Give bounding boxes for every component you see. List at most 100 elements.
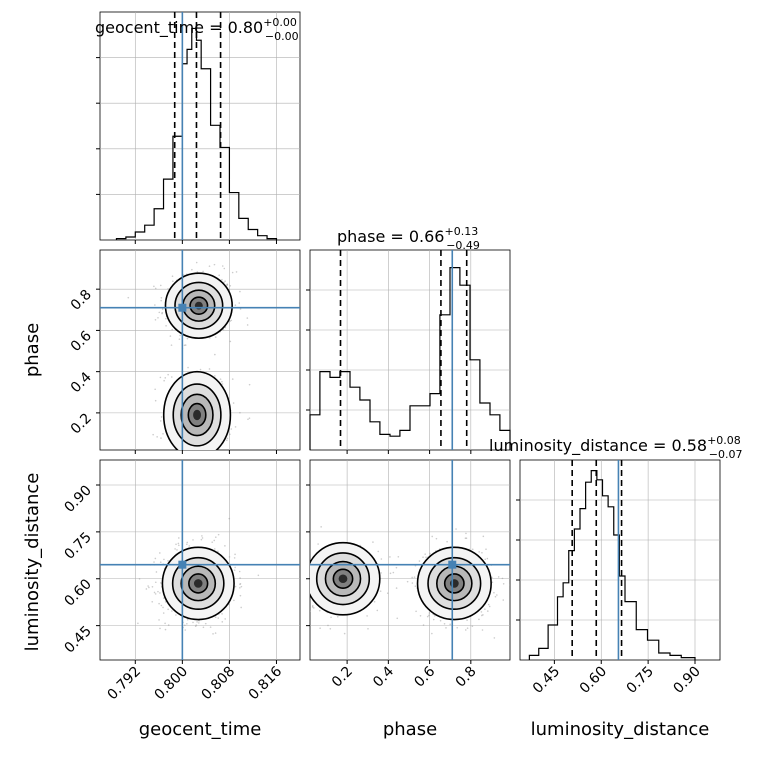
x-tick-label: 0.2 bbox=[329, 664, 356, 691]
scatter-point bbox=[439, 619, 442, 622]
x-tick-label: 0.800 bbox=[152, 664, 192, 704]
scatter-point bbox=[211, 541, 214, 543]
scatter-point bbox=[493, 591, 495, 594]
panel-contour-geocent-phase bbox=[99, 249, 301, 454]
scatter-point bbox=[164, 601, 167, 603]
scatter-point bbox=[159, 561, 162, 563]
scatter-point bbox=[229, 433, 231, 436]
scatter-point bbox=[501, 577, 504, 580]
scatter-point bbox=[153, 285, 155, 288]
scatter-point bbox=[159, 284, 162, 287]
scatter-point bbox=[395, 587, 398, 589]
scatter-point bbox=[137, 622, 139, 625]
scatter-point bbox=[158, 619, 160, 621]
scatter-point bbox=[508, 584, 510, 586]
scatter-point bbox=[232, 402, 235, 404]
scatter-point bbox=[221, 383, 224, 385]
scatter-point bbox=[154, 388, 156, 391]
scatter-point bbox=[455, 528, 457, 530]
scatter-point bbox=[422, 556, 424, 559]
scatter-point bbox=[248, 417, 251, 419]
scatter-point bbox=[466, 627, 469, 629]
scatter-point bbox=[163, 597, 165, 599]
scatter-point bbox=[164, 622, 166, 625]
scatter-point bbox=[154, 557, 157, 560]
scatter-point bbox=[239, 577, 241, 579]
scatter-point bbox=[163, 558, 165, 561]
scatter-point bbox=[186, 618, 189, 621]
scatter-point bbox=[213, 263, 216, 266]
scatter-point bbox=[161, 311, 164, 314]
scatter-point bbox=[162, 606, 164, 609]
scatter-point bbox=[428, 614, 430, 617]
scatter-point bbox=[319, 627, 321, 630]
xlabel-geocent: geocent_time bbox=[139, 719, 262, 740]
scatter-point bbox=[497, 576, 500, 578]
x-tick-label: 0.90 bbox=[670, 664, 703, 697]
histogram-step bbox=[528, 470, 696, 660]
density-contour bbox=[449, 579, 459, 588]
scatter-point bbox=[157, 590, 159, 593]
density-layer bbox=[127, 261, 251, 454]
scatter-point bbox=[239, 290, 241, 293]
plot-body-hist-lumdist bbox=[520, 460, 720, 660]
scatter-point bbox=[486, 557, 489, 560]
scatter-point bbox=[159, 376, 162, 379]
scatter-point bbox=[187, 366, 189, 369]
scatter-point bbox=[179, 334, 181, 337]
scatter-point bbox=[192, 621, 194, 624]
scatter-point bbox=[380, 558, 383, 560]
scatter-point bbox=[306, 567, 308, 569]
scatter-point bbox=[238, 570, 241, 573]
scatter-point bbox=[228, 517, 231, 520]
truth-marker bbox=[178, 303, 187, 312]
scatter-point bbox=[233, 569, 236, 572]
scatter-point bbox=[186, 337, 189, 340]
scatter-point bbox=[186, 623, 188, 625]
scatter-point bbox=[214, 375, 216, 377]
scatter-point bbox=[229, 320, 231, 322]
x-tick-label: 0.8 bbox=[453, 664, 480, 691]
scatter-point bbox=[366, 615, 368, 617]
y-tick-label: 0.8 bbox=[68, 287, 95, 314]
scatter-point bbox=[161, 308, 164, 311]
scatter-point bbox=[389, 572, 392, 575]
scatter-point bbox=[235, 271, 238, 273]
scatter-point bbox=[221, 265, 224, 267]
y-tick-label: 0.2 bbox=[68, 410, 95, 437]
x-tick-label: 0.792 bbox=[104, 664, 144, 704]
scatter-point bbox=[502, 583, 505, 585]
scatter-point bbox=[148, 586, 150, 589]
x-tick-label: 0.4 bbox=[370, 663, 397, 690]
scatter-point bbox=[217, 617, 220, 619]
scatter-point bbox=[221, 380, 223, 383]
scatter-point bbox=[171, 275, 174, 277]
scatter-point bbox=[199, 368, 202, 371]
scatter-point bbox=[184, 344, 187, 346]
title-phase: phase = 0.66+0.13 −0.49 bbox=[337, 225, 480, 252]
scatter-point bbox=[217, 533, 220, 536]
scatter-point bbox=[424, 553, 426, 555]
panel-contour-phase-lumdist bbox=[304, 459, 511, 661]
scatter-point bbox=[167, 624, 170, 626]
scatter-point bbox=[411, 582, 414, 584]
scatter-point bbox=[466, 619, 468, 621]
scatter-point bbox=[306, 571, 308, 573]
scatter-point bbox=[185, 452, 187, 454]
scatter-point bbox=[413, 576, 416, 578]
scatter-point bbox=[464, 629, 467, 631]
scatter-point bbox=[239, 308, 242, 310]
xlabel-lumdist: luminosity_distance bbox=[531, 719, 710, 740]
scatter-point bbox=[160, 604, 163, 607]
plot-body-hist-phase bbox=[309, 250, 511, 450]
scatter-point bbox=[176, 549, 178, 551]
scatter-point bbox=[304, 566, 306, 568]
scatter-point bbox=[145, 588, 148, 590]
scatter-point bbox=[239, 586, 241, 589]
scatter-point bbox=[180, 452, 182, 454]
y-tick-label: 0.6 bbox=[68, 328, 95, 355]
scatter-point bbox=[167, 373, 169, 376]
scatter-point bbox=[431, 535, 434, 538]
scatter-point bbox=[214, 536, 217, 538]
